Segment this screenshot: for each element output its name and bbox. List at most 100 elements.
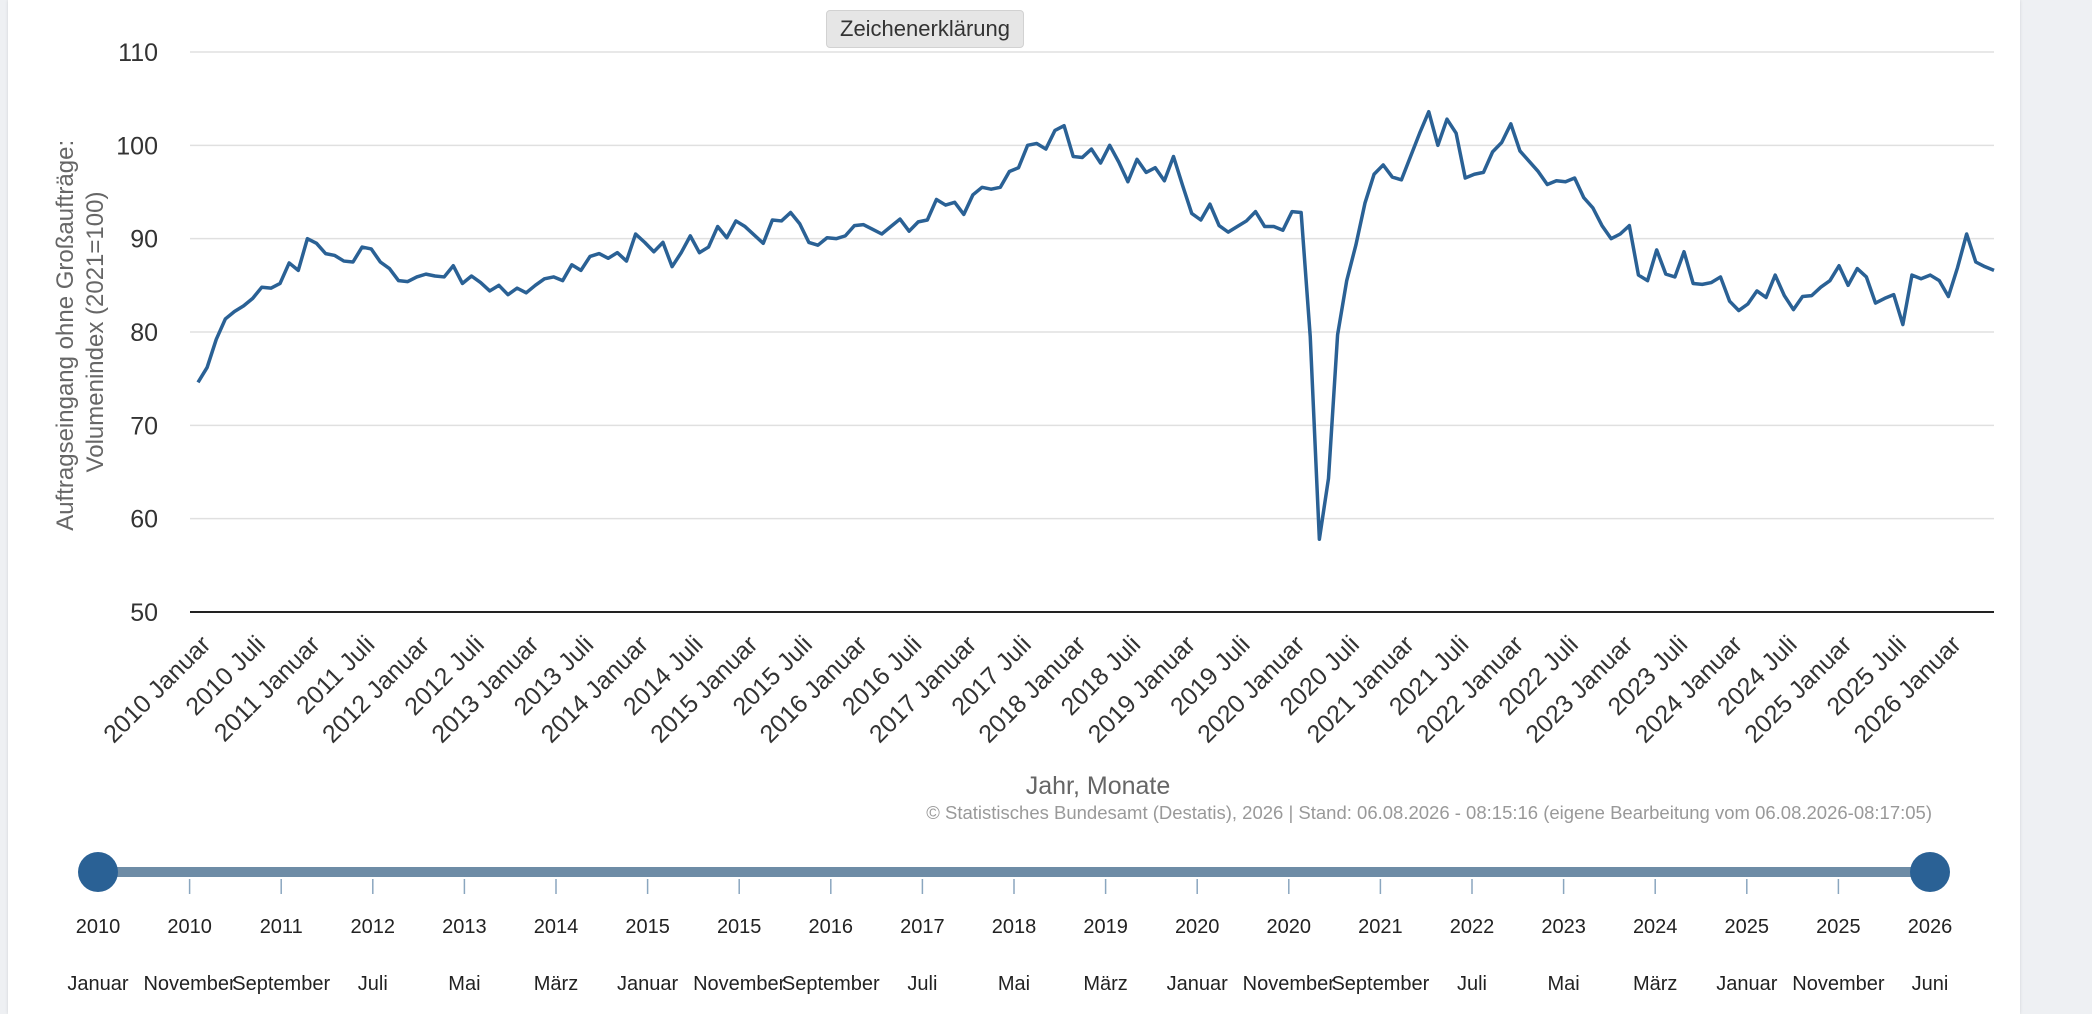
data-point[interactable] [943, 202, 949, 208]
data-point[interactable] [1563, 179, 1569, 185]
data-point[interactable] [669, 264, 675, 270]
data-point[interactable] [1681, 249, 1687, 255]
data-point[interactable] [1471, 171, 1477, 177]
data-point[interactable] [469, 273, 475, 279]
data-point[interactable] [532, 282, 538, 288]
data-point[interactable] [1462, 175, 1468, 181]
data-point[interactable] [1380, 162, 1386, 168]
data-point[interactable] [706, 244, 712, 250]
data-point[interactable] [1344, 278, 1350, 284]
data-point[interactable] [1964, 231, 1970, 237]
data-point[interactable] [1070, 154, 1076, 160]
data-point[interactable] [1453, 130, 1459, 136]
data-point[interactable] [505, 292, 511, 298]
data-point[interactable] [1645, 278, 1651, 284]
data-point[interactable] [1599, 223, 1605, 229]
data-point[interactable] [660, 239, 666, 245]
data-point[interactable] [1909, 272, 1915, 278]
data-point[interactable] [1699, 281, 1705, 287]
data-point[interactable] [1335, 332, 1341, 338]
data-point[interactable] [1854, 266, 1860, 272]
data-point[interactable] [1043, 146, 1049, 152]
data-point[interactable] [1125, 179, 1131, 185]
data-point[interactable] [1371, 171, 1377, 177]
data-point[interactable] [1781, 293, 1787, 299]
data-point[interactable] [1800, 294, 1806, 300]
data-point[interactable] [915, 219, 921, 225]
data-point[interactable] [769, 217, 775, 223]
data-point[interactable] [861, 222, 867, 228]
data-point[interactable] [906, 228, 912, 234]
data-point[interactable] [1116, 159, 1122, 165]
data-point[interactable] [195, 379, 201, 385]
data-point[interactable] [1426, 109, 1432, 115]
data-point[interactable] [879, 231, 885, 237]
data-point[interactable] [541, 276, 547, 282]
data-point[interactable] [696, 250, 702, 256]
data-point[interactable] [1690, 280, 1696, 286]
data-point[interactable] [314, 240, 320, 246]
data-point[interactable] [1079, 154, 1085, 160]
data-point[interactable] [833, 236, 839, 242]
data-point[interactable] [386, 266, 392, 272]
data-point[interactable] [815, 242, 821, 248]
slider-handle-start[interactable] [78, 852, 118, 892]
data-point[interactable] [1672, 274, 1678, 280]
data-point[interactable] [478, 280, 484, 286]
data-point[interactable] [888, 224, 894, 230]
data-point[interactable] [1818, 284, 1824, 290]
data-point[interactable] [1052, 127, 1058, 133]
data-point[interactable] [268, 285, 274, 291]
data-point[interactable] [1608, 236, 1614, 242]
data-point[interactable] [678, 250, 684, 256]
data-point[interactable] [970, 192, 976, 198]
data-point[interactable] [459, 280, 465, 286]
data-point[interactable] [231, 308, 237, 314]
data-point[interactable] [1517, 148, 1523, 154]
range-slider[interactable]: 2010 Januar 2010 November 2011 September 2012 J… [67, 852, 1952, 995]
data-point[interactable] [241, 303, 247, 309]
data-point[interactable] [1717, 274, 1723, 280]
data-point[interactable] [851, 223, 857, 229]
data-point[interactable] [614, 250, 620, 256]
data-point[interactable] [733, 218, 739, 224]
data-point[interactable] [1772, 272, 1778, 278]
data-point[interactable] [1827, 278, 1833, 284]
data-point[interactable] [1626, 223, 1632, 229]
data-point[interactable] [1991, 267, 1997, 273]
data-point[interactable] [824, 235, 830, 241]
data-point[interactable] [1034, 140, 1040, 146]
data-point[interactable] [1790, 307, 1796, 313]
data-point[interactable] [997, 184, 1003, 190]
data-point[interactable] [1444, 116, 1450, 122]
data-point[interactable] [523, 290, 529, 296]
data-point[interactable] [1581, 195, 1587, 201]
data-point[interactable] [1973, 259, 1979, 265]
data-point[interactable] [350, 259, 356, 265]
data-point[interactable] [1936, 278, 1942, 284]
data-point[interactable] [797, 221, 803, 227]
data-point[interactable] [1499, 140, 1505, 146]
data-point[interactable] [651, 249, 657, 255]
data-point[interactable] [304, 236, 310, 242]
data-point[interactable] [569, 262, 575, 268]
data-point[interactable] [414, 274, 420, 280]
data-point[interactable] [1180, 182, 1186, 188]
data-point[interactable] [1727, 298, 1733, 304]
data-point[interactable] [870, 226, 876, 232]
data-point[interactable] [1863, 274, 1869, 280]
data-point[interactable] [1590, 205, 1596, 211]
data-point[interactable] [1362, 200, 1368, 206]
data-point[interactable] [1508, 121, 1514, 127]
data-point[interactable] [952, 199, 958, 205]
data-point[interactable] [551, 274, 557, 280]
data-point[interactable] [277, 280, 283, 286]
data-point[interactable] [1809, 293, 1815, 299]
data-point[interactable] [1289, 209, 1295, 215]
data-point[interactable] [1882, 295, 1888, 301]
data-point[interactable] [1307, 334, 1313, 340]
data-point[interactable] [1271, 224, 1277, 230]
data-point[interactable] [596, 251, 602, 257]
data-point[interactable] [1872, 300, 1878, 306]
data-point[interactable] [933, 196, 939, 202]
